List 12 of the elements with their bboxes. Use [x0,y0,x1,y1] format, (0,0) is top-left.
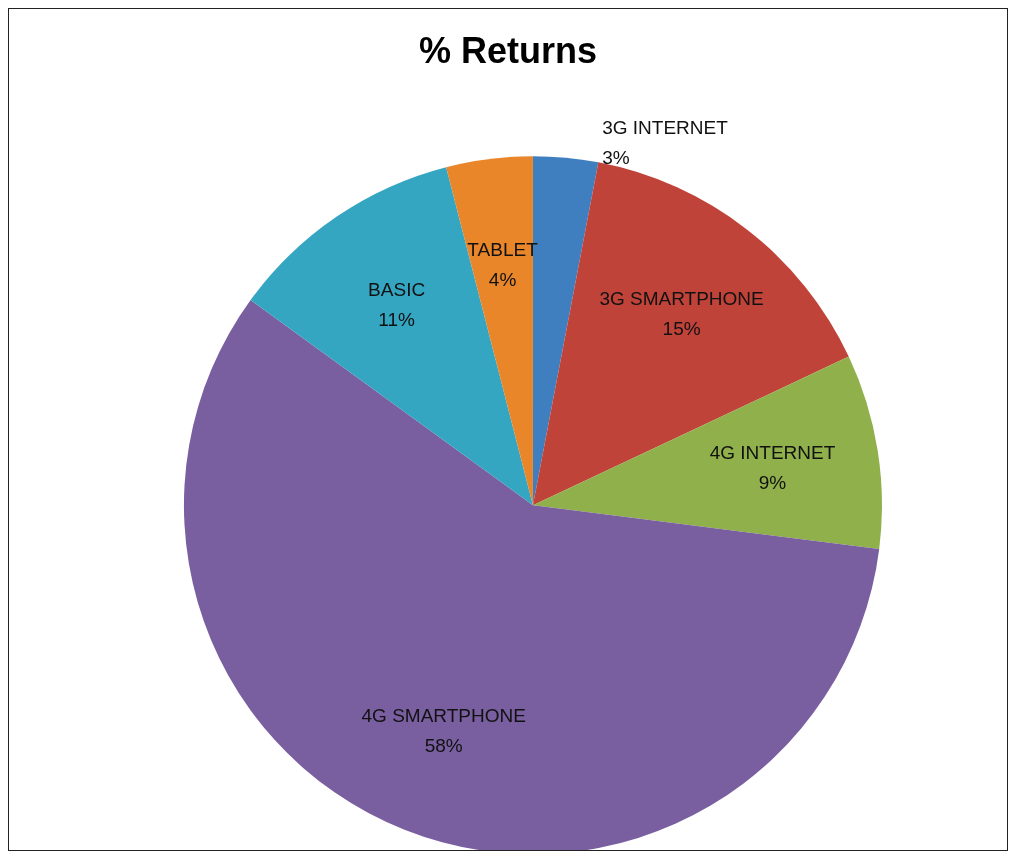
data-label: 58% [424,735,463,757]
slice-label: 3G SMARTPHONE [599,288,764,310]
slice-label: 4G SMARTPHONE [361,705,526,727]
data-label: 4% [488,269,517,291]
chart-title: % Returns [418,29,598,71]
slice-label: 4G INTERNET [709,441,836,463]
data-label: 9% [758,471,787,493]
data-label: 3% [602,147,630,169]
data-label: 11% [378,309,416,331]
slice-label: BASIC [368,279,426,301]
slice-label: 3G INTERNET [602,117,729,139]
data-label: 15% [662,318,701,340]
